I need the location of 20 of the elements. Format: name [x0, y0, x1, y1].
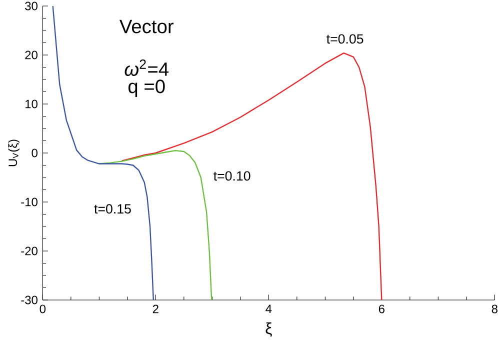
y-tick-label: 10 [26, 100, 38, 108]
x-tick-label: 6 [378, 304, 384, 314]
annotation: ω$^{2}$=4 [124, 60, 169, 76]
x-axis-title: ξ [266, 322, 272, 337]
annotation: Vector [119, 20, 174, 34]
y-tick-label: 20 [25, 50, 38, 60]
y-tick-label: -30 [21, 296, 38, 304]
annotation: t=0.05 [326, 34, 364, 44]
x-tick-label: 2 [152, 304, 158, 314]
y-tick-label: 30 [25, 2, 38, 10]
annotation: t=0.10 [214, 171, 250, 181]
y-axis-title: U$_{V}$(ξ) [8, 140, 20, 166]
x-tick-label: 8 [492, 304, 498, 314]
x-tick-label: 0 [40, 304, 46, 314]
x-tick-label: 4 [266, 304, 272, 313]
annotation: t=0.15 [94, 204, 131, 214]
y-tick-label: -10 [21, 198, 38, 206]
y-tick-label: 0 [32, 148, 38, 158]
y-tick-label: -20 [21, 246, 38, 256]
annotation: q =0 [128, 80, 165, 98]
